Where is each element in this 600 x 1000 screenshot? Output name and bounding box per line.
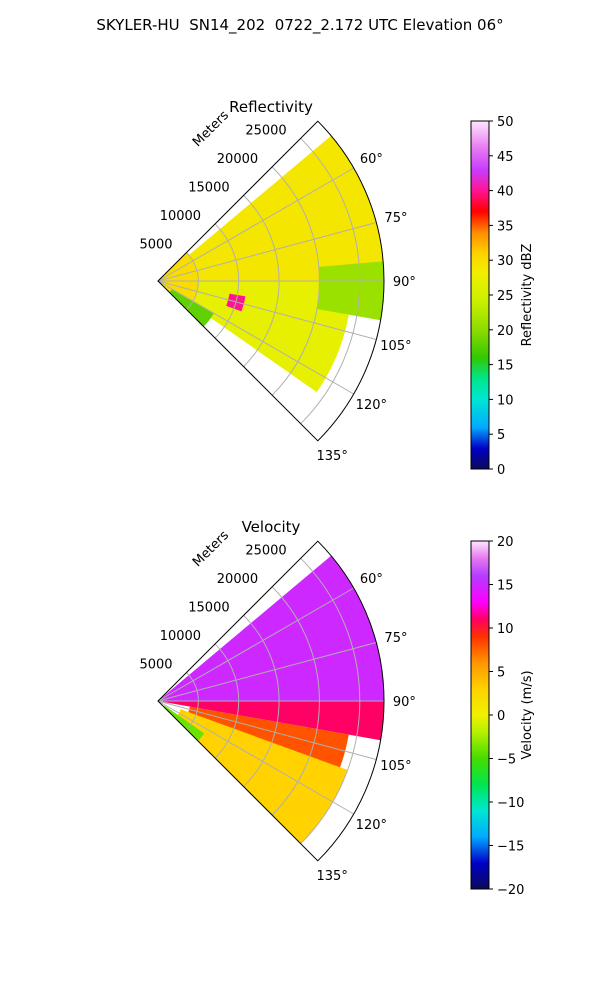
range-tick-label: 25000 — [245, 123, 286, 138]
colorbar-label: Velocity (m/s) — [520, 670, 535, 759]
chart-title: Reflectivity — [229, 98, 313, 116]
colorbar-tick-label: 35 — [497, 219, 514, 234]
azimuth-tick-label: 120° — [356, 398, 387, 413]
data-region-3 — [175, 709, 348, 844]
page-title: SKYLER-HU SN14_202 0722_2.172 UTC Elevat… — [96, 16, 504, 34]
colorbar-tick-label: −20 — [497, 883, 524, 898]
range-tick-label: 5000 — [139, 657, 172, 672]
colorbar-tick-label: 0 — [497, 463, 505, 478]
grid-spoke — [157, 642, 377, 702]
azimuth-tick-label: 90° — [393, 695, 416, 710]
grid-spoke — [157, 280, 354, 395]
azimuth-tick-label: 135° — [317, 449, 348, 464]
grid-spoke — [157, 700, 354, 815]
chart-title: Velocity — [242, 518, 301, 536]
colorbar-tick-label: −5 — [497, 753, 516, 768]
data-region-1 — [158, 701, 384, 741]
colorbar-tick-label: 50 — [497, 115, 514, 130]
grid-spoke — [157, 280, 377, 340]
azimuth-tick-label: 105° — [380, 759, 411, 774]
data-region-2 — [191, 281, 352, 393]
azimuth-tick-label: 120° — [356, 818, 387, 833]
range-axis-label: Meters — [190, 528, 232, 570]
colorbar-tick-label: 0 — [497, 709, 505, 724]
range-tick-label: 15000 — [188, 600, 229, 615]
range-axis-label: Meters — [190, 108, 232, 150]
colorbar-tick-label: 25 — [497, 289, 514, 304]
azimuth-tick-label: 75° — [384, 631, 407, 646]
colorbar-tick-label: −10 — [497, 796, 524, 811]
grid-spoke — [157, 700, 377, 760]
sector-outline — [157, 540, 385, 862]
azimuth-tick-label: 90° — [393, 275, 416, 290]
range-tick-label: 20000 — [217, 572, 258, 587]
colorbar-tick-label: 15 — [497, 359, 514, 374]
colorbar-tick-label: 20 — [497, 535, 514, 550]
chart-panel-reflectivity: Reflectivity 5000 10000 15000 20000 25000 Mete… — [139, 98, 535, 478]
grid-spoke — [157, 222, 377, 282]
azimuth-tick-label: 135° — [317, 869, 348, 884]
data-region-4 — [163, 705, 205, 741]
azimuth-tick-label: 60° — [360, 572, 383, 587]
grid-spoke — [157, 587, 354, 702]
range-tick-label: 25000 — [245, 543, 286, 558]
data-region-1 — [188, 135, 384, 281]
grid-spoke — [157, 167, 354, 282]
data-region-4 — [169, 289, 214, 327]
sector-outline — [157, 120, 385, 442]
colorbar-tick-label: 5 — [497, 666, 505, 681]
range-tick-label: 10000 — [160, 629, 201, 644]
colorbar-tick-label: 40 — [497, 185, 514, 200]
chart-panel-velocity: Velocity 5000 10000 15000 20000 25000 Meters 60… — [139, 518, 535, 898]
range-tick-label: 5000 — [139, 237, 172, 252]
colorbar-tick-label: 10 — [497, 393, 514, 408]
colorbar-tick-label: 15 — [497, 579, 514, 594]
colorbar-tick-label: 10 — [497, 622, 514, 637]
colorbar-tick-label: −15 — [497, 840, 524, 855]
azimuth-tick-label: 60° — [360, 152, 383, 167]
colorbar — [470, 540, 490, 890]
colorbar-label: Reflectivity dBZ — [520, 244, 535, 347]
range-tick-label: 15000 — [188, 180, 229, 195]
colorbar-tick-label: 45 — [497, 150, 514, 165]
range-tick-label: 20000 — [217, 152, 258, 167]
colorbar — [470, 120, 490, 470]
colorbar-tick-label: 20 — [497, 324, 514, 339]
range-tick-label: 10000 — [160, 209, 201, 224]
azimuth-tick-label: 75° — [384, 211, 407, 226]
azimuth-tick-label: 105° — [380, 339, 411, 354]
colorbar-tick-label: 5 — [497, 428, 505, 443]
colorbar-tick-label: 30 — [497, 254, 514, 269]
data-region-3 — [316, 261, 384, 321]
